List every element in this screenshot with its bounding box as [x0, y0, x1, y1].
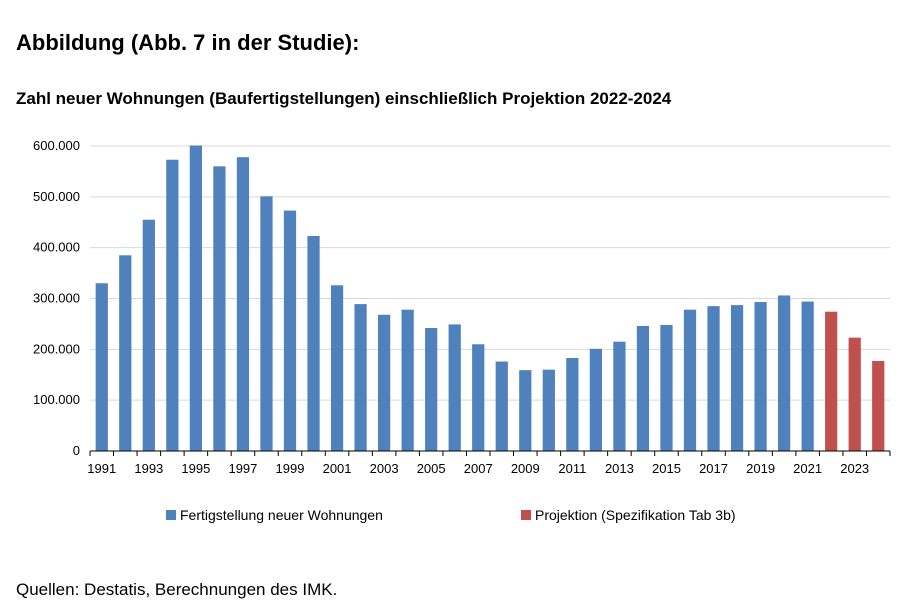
x-tick-label: 2007 [464, 461, 493, 476]
x-tick-label: 2017 [699, 461, 728, 476]
bar [330, 285, 344, 451]
bar [707, 306, 720, 451]
x-tick-label: 1993 [134, 461, 163, 476]
bar [589, 348, 602, 451]
bar [825, 311, 838, 451]
bar [189, 145, 202, 451]
bar [754, 302, 767, 451]
x-tick-label: 2001 [323, 461, 352, 476]
bar [95, 283, 108, 451]
x-tick-label: 2011 [558, 461, 586, 476]
x-tick-label: 2023 [840, 461, 869, 476]
bar [778, 295, 791, 451]
bar [425, 327, 438, 451]
legend-label: Projektion (Spezifikation Tab 3b) [535, 507, 736, 523]
bar [472, 344, 485, 451]
y-tick-label: 100.000 [33, 392, 80, 407]
bar [283, 210, 297, 451]
bar [307, 235, 320, 451]
bar [401, 309, 414, 451]
bar [519, 370, 532, 451]
bar [260, 196, 273, 451]
y-tick-label: 600.000 [33, 138, 80, 153]
bar [542, 369, 555, 451]
x-tick-label: 2019 [746, 461, 775, 476]
bar [683, 309, 697, 451]
bar [613, 341, 626, 451]
bar [354, 304, 367, 451]
y-tick-label: 500.000 [33, 189, 80, 204]
bar [848, 337, 861, 451]
bar [660, 324, 673, 451]
bar [236, 157, 250, 451]
x-tick-label: 2015 [652, 461, 681, 476]
x-tick-label: 1991 [87, 461, 116, 476]
x-tick-label: 2013 [605, 461, 634, 476]
y-tick-label: 0 [73, 443, 80, 458]
legend-swatch [521, 510, 531, 520]
bar [166, 159, 179, 451]
legend-label: Fertigstellung neuer Wohnungen [180, 507, 383, 523]
chart-title: Zahl neuer Wohnungen (Baufertigstellunge… [16, 89, 672, 108]
source-note: Quellen: Destatis, Berechnungen des IMK. [16, 580, 338, 599]
bar [448, 324, 461, 451]
x-tick-label: 2009 [511, 461, 540, 476]
bar [495, 361, 508, 451]
bar [142, 219, 155, 451]
y-tick-label: 300.000 [33, 291, 80, 306]
bar [213, 166, 226, 452]
y-tick-label: 400.000 [33, 240, 80, 255]
x-tick-label: 2021 [793, 461, 822, 476]
bar [378, 314, 391, 451]
x-tick-label: 2005 [417, 461, 446, 476]
x-tick-label: 1999 [276, 461, 305, 476]
bar [730, 305, 744, 451]
bar [566, 357, 579, 451]
bar [801, 301, 814, 451]
legend-swatch [166, 510, 176, 520]
bar [872, 361, 885, 451]
y-tick-label: 200.000 [33, 341, 80, 356]
bar [119, 255, 132, 451]
x-tick-label: 1997 [228, 461, 257, 476]
bar [636, 325, 650, 451]
x-tick-label: 1995 [181, 461, 210, 476]
page-heading: Abbildung (Abb. 7 in der Studie): [16, 30, 360, 55]
x-tick-label: 2003 [370, 461, 399, 476]
